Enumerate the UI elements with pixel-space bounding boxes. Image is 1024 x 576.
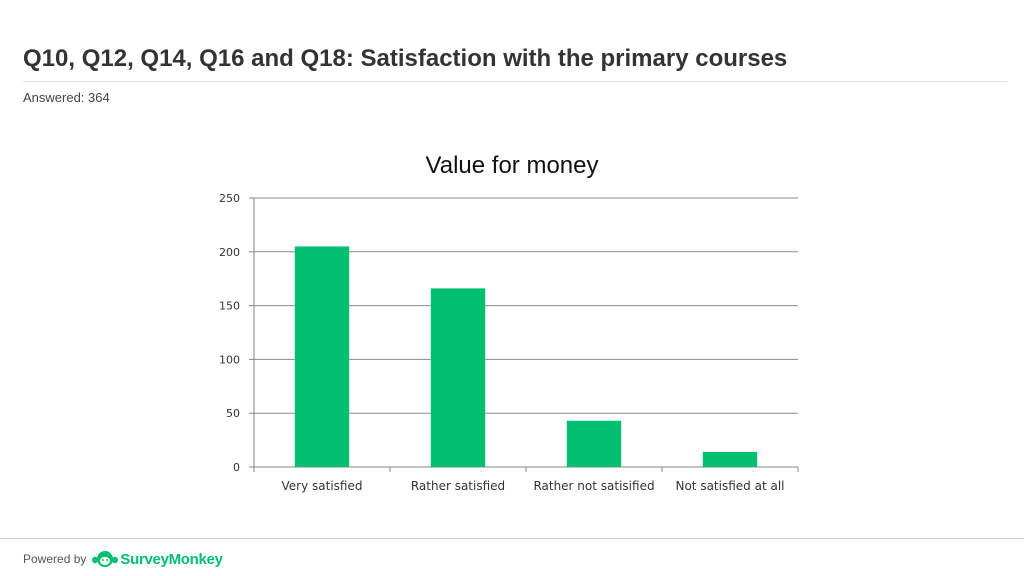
footer-divider xyxy=(0,538,1024,539)
y-tick-label: 50 xyxy=(226,407,240,420)
category-label: Rather satisfied xyxy=(411,479,505,493)
category-label: Very satisfied xyxy=(282,479,363,493)
y-tick-label: 100 xyxy=(219,353,240,366)
surveymonkey-logo-icon xyxy=(92,551,119,567)
bar xyxy=(430,288,486,467)
category-label: Rather not satisified xyxy=(533,479,654,493)
title-divider xyxy=(23,81,1007,82)
y-tick-label: 200 xyxy=(219,246,240,259)
bar xyxy=(566,420,622,467)
bar xyxy=(702,451,758,467)
footer: Powered by SurveyMonkey xyxy=(23,547,223,571)
y-tick-label: 250 xyxy=(219,192,240,205)
y-tick-label: 0 xyxy=(233,461,240,474)
bar xyxy=(294,246,350,467)
powered-by-label: Powered by xyxy=(23,552,87,566)
page-title: Q10, Q12, Q14, Q16 and Q18: Satisfaction… xyxy=(23,45,788,72)
answered-count: Answered: 364 xyxy=(23,90,110,105)
chart-title: Value for money xyxy=(425,152,599,179)
category-label: Not satisfied at all xyxy=(675,479,784,493)
brand-name: SurveyMonkey xyxy=(120,550,223,568)
y-tick-label: 150 xyxy=(219,300,240,313)
